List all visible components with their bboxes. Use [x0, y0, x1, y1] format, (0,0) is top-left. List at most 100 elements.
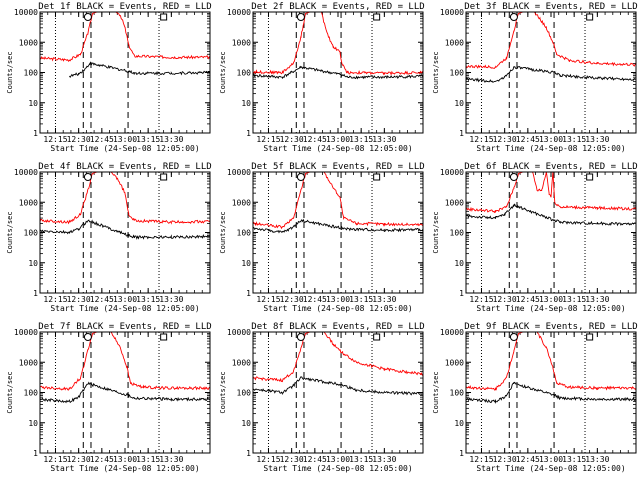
events-series-line [466, 381, 636, 404]
y-tick-label: 1 [459, 289, 464, 298]
panel-7: Det 7f BLACK = Events, RED = LLD Counts/s… [6, 322, 212, 473]
y-axis-label: Counts/sec [219, 51, 227, 93]
y-tick-label: 10 [454, 259, 464, 268]
y-tick-label: 100 [237, 389, 252, 398]
y-tick-label: 100 [237, 69, 252, 78]
y-axis-label: Counts/sec [432, 211, 440, 253]
x-tick-label: 13:15 [349, 135, 373, 144]
end-square-marker [160, 13, 168, 21]
y-tick-label: 100 [24, 229, 39, 238]
x-tick-label: 13:15 [562, 455, 586, 464]
lld-series-line [253, 172, 423, 230]
panel-title: Det 6f BLACK = Events, RED = LLD [464, 162, 637, 172]
x-tick-label: 12:15 [43, 455, 67, 464]
start-circle-marker [83, 173, 92, 181]
start-circle-marker [296, 173, 305, 181]
x-tick-label: 13:00 [326, 135, 350, 144]
y-tick-label: 1 [246, 129, 251, 138]
events-series-line [466, 66, 636, 83]
start-circle-marker [296, 333, 305, 341]
y-tick-label: 10 [454, 419, 464, 428]
y-tick-label: 100 [237, 229, 252, 238]
end-square-marker [160, 173, 168, 181]
y-tick-label: 100 [450, 69, 465, 78]
x-tick-label: 13:30 [372, 135, 396, 144]
x-tick-label: 12:30 [493, 295, 517, 304]
x-tick-label: 12:15 [43, 295, 67, 304]
y-tick-label: 1000 [232, 38, 251, 47]
x-axis-label: Start Time (24-Sep-08 12:05:00) [263, 144, 412, 153]
x-tick-label: 12:30 [280, 135, 304, 144]
panel-title: Det 4f BLACK = Events, RED = LLD [38, 162, 211, 172]
panel-title: Det 8f BLACK = Events, RED = LLD [251, 322, 424, 332]
x-tick-label: 13:30 [372, 455, 396, 464]
x-tick-label: 12:15 [43, 135, 67, 144]
x-tick-label: 13:00 [326, 455, 350, 464]
plot-frame [39, 11, 211, 134]
y-tick-label: 10000 [440, 8, 464, 17]
y-tick-label: 10 [241, 259, 251, 268]
x-axis-label: Start Time (24-Sep-08 12:05:00) [50, 304, 199, 313]
y-tick-label: 10000 [14, 328, 38, 337]
plot-frame [252, 171, 424, 294]
y-axis-label: Counts/sec [432, 51, 440, 93]
y-tick-label: 1000 [445, 358, 464, 367]
y-tick-label: 1 [33, 449, 38, 458]
x-tick-label: 12:30 [67, 135, 91, 144]
x-tick-label: 13:30 [585, 455, 609, 464]
x-tick-label: 12:30 [280, 295, 304, 304]
end-square-marker [373, 173, 381, 181]
x-tick-label: 13:15 [562, 295, 586, 304]
y-tick-label: 10000 [440, 328, 464, 337]
x-tick-label: 13:30 [372, 295, 396, 304]
lld-series-line [466, 332, 636, 391]
y-tick-label: 10 [241, 99, 251, 108]
y-tick-label: 1000 [19, 38, 38, 47]
x-tick-label: 13:30 [585, 135, 609, 144]
y-axis-label: Counts/sec [432, 371, 440, 413]
panel-2: Det 2f BLACK = Events, RED = LLD Counts/s… [219, 2, 425, 153]
x-tick-label: 12:30 [67, 455, 91, 464]
x-axis-label: Start Time (24-Sep-08 12:05:00) [50, 144, 199, 153]
y-tick-label: 10000 [227, 328, 251, 337]
x-tick-label: 12:45 [303, 455, 327, 464]
lld-series-line [40, 172, 210, 225]
plot-frame [252, 331, 424, 454]
y-tick-label: 10000 [440, 168, 464, 177]
start-circle-marker [83, 333, 92, 341]
y-axis-label: Counts/sec [219, 211, 227, 253]
x-tick-label: 12:30 [67, 295, 91, 304]
x-tick-label: 12:30 [493, 455, 517, 464]
panel-1: Det 1f BLACK = Events, RED = LLD Counts/s… [6, 2, 212, 153]
plot-frame [465, 11, 637, 134]
y-axis-label: Counts/sec [6, 51, 14, 93]
start-circle-marker [83, 13, 92, 21]
end-square-marker [586, 13, 594, 21]
x-tick-label: 13:15 [349, 455, 373, 464]
end-square-marker [586, 173, 594, 181]
y-tick-label: 1 [33, 289, 38, 298]
lld-series-line [40, 12, 210, 62]
events-series-line [466, 203, 636, 227]
y-tick-label: 1 [459, 449, 464, 458]
panel-5: Det 5f BLACK = Events, RED = LLD Counts/s… [219, 162, 425, 313]
x-tick-label: 13:00 [113, 135, 137, 144]
x-axis-label: Start Time (24-Sep-08 12:05:00) [476, 144, 625, 153]
y-tick-label: 10 [241, 419, 251, 428]
events-series-line [40, 219, 210, 240]
plot-frame [252, 11, 424, 134]
y-tick-label: 10000 [227, 8, 251, 17]
panel-title: Det 1f BLACK = Events, RED = LLD [38, 2, 211, 12]
panel-title: Det 9f BLACK = Events, RED = LLD [464, 322, 637, 332]
events-series-line [253, 218, 423, 234]
x-tick-label: 12:15 [469, 295, 493, 304]
x-tick-label: 13:15 [562, 135, 586, 144]
y-tick-label: 1000 [19, 198, 38, 207]
start-circle-marker [509, 173, 518, 181]
y-tick-label: 100 [24, 69, 39, 78]
y-tick-label: 100 [450, 229, 465, 238]
x-tick-label: 13:30 [585, 295, 609, 304]
x-tick-label: 12:15 [469, 135, 493, 144]
x-tick-label: 12:45 [90, 455, 114, 464]
